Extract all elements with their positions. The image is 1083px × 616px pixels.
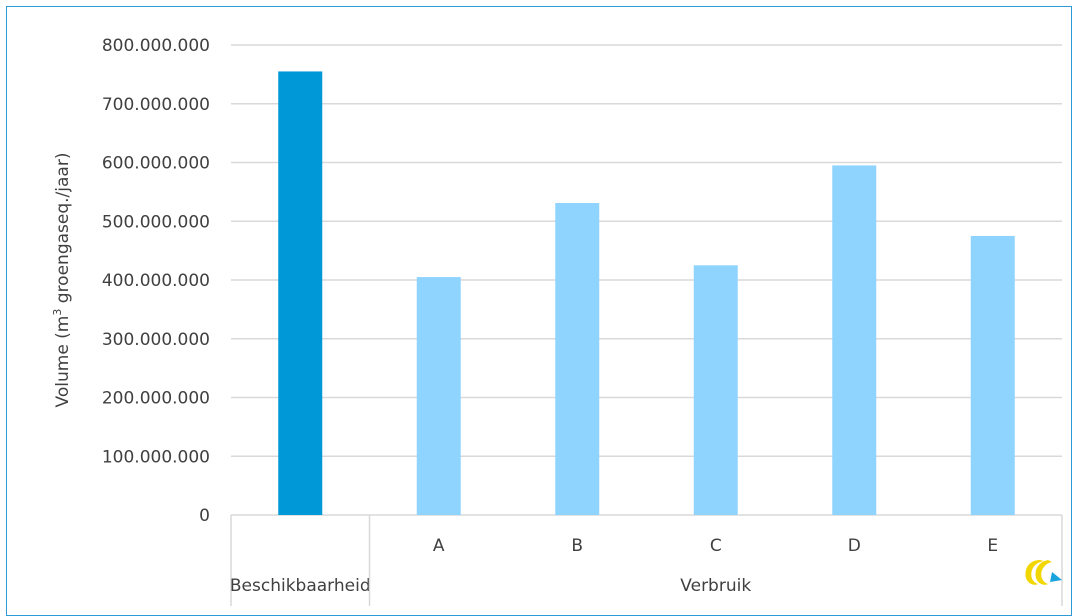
x-group-labels: Beschikbaarheid Verbruik bbox=[230, 515, 1063, 606]
bar bbox=[555, 203, 600, 515]
x-group-label: Beschikbaarheid bbox=[230, 576, 371, 596]
y-tick-label: 600.000.000 bbox=[102, 154, 210, 174]
y-tick-label: 400.000.000 bbox=[102, 271, 210, 291]
y-tick-labels: 0 100.000.000 200.000.000 300.000.000 400.00… bbox=[102, 36, 210, 526]
x-group-label: Verbruik bbox=[680, 576, 751, 596]
y-tick-label: 300.000.000 bbox=[102, 330, 210, 350]
x-category-label: A bbox=[433, 536, 445, 556]
x-category-label: C bbox=[710, 536, 722, 556]
y-axis-label: Volume (m3 groengaseq./jaar) bbox=[51, 153, 73, 408]
y-tick-label: 0 bbox=[199, 506, 210, 526]
y-tick-label: 200.000.000 bbox=[102, 389, 210, 409]
x-category-labels: A B C D E bbox=[433, 536, 998, 556]
y-tick-label: 700.000.000 bbox=[102, 95, 210, 115]
x-category-label: B bbox=[571, 536, 583, 556]
bar bbox=[278, 71, 323, 515]
y-tick-label: 500.000.000 bbox=[102, 212, 210, 232]
y-tick-label: 100.000.000 bbox=[102, 447, 210, 467]
bar bbox=[832, 165, 877, 515]
x-category-label: D bbox=[848, 536, 861, 556]
y-tick-label: 800.000.000 bbox=[102, 36, 210, 56]
bars bbox=[278, 71, 1015, 515]
bar bbox=[693, 265, 738, 515]
x-category-label: E bbox=[987, 536, 998, 556]
bar bbox=[416, 277, 461, 515]
bar bbox=[970, 235, 1015, 515]
gridlines bbox=[231, 44, 1062, 516]
ce-delft-logo-icon bbox=[1025, 560, 1062, 585]
